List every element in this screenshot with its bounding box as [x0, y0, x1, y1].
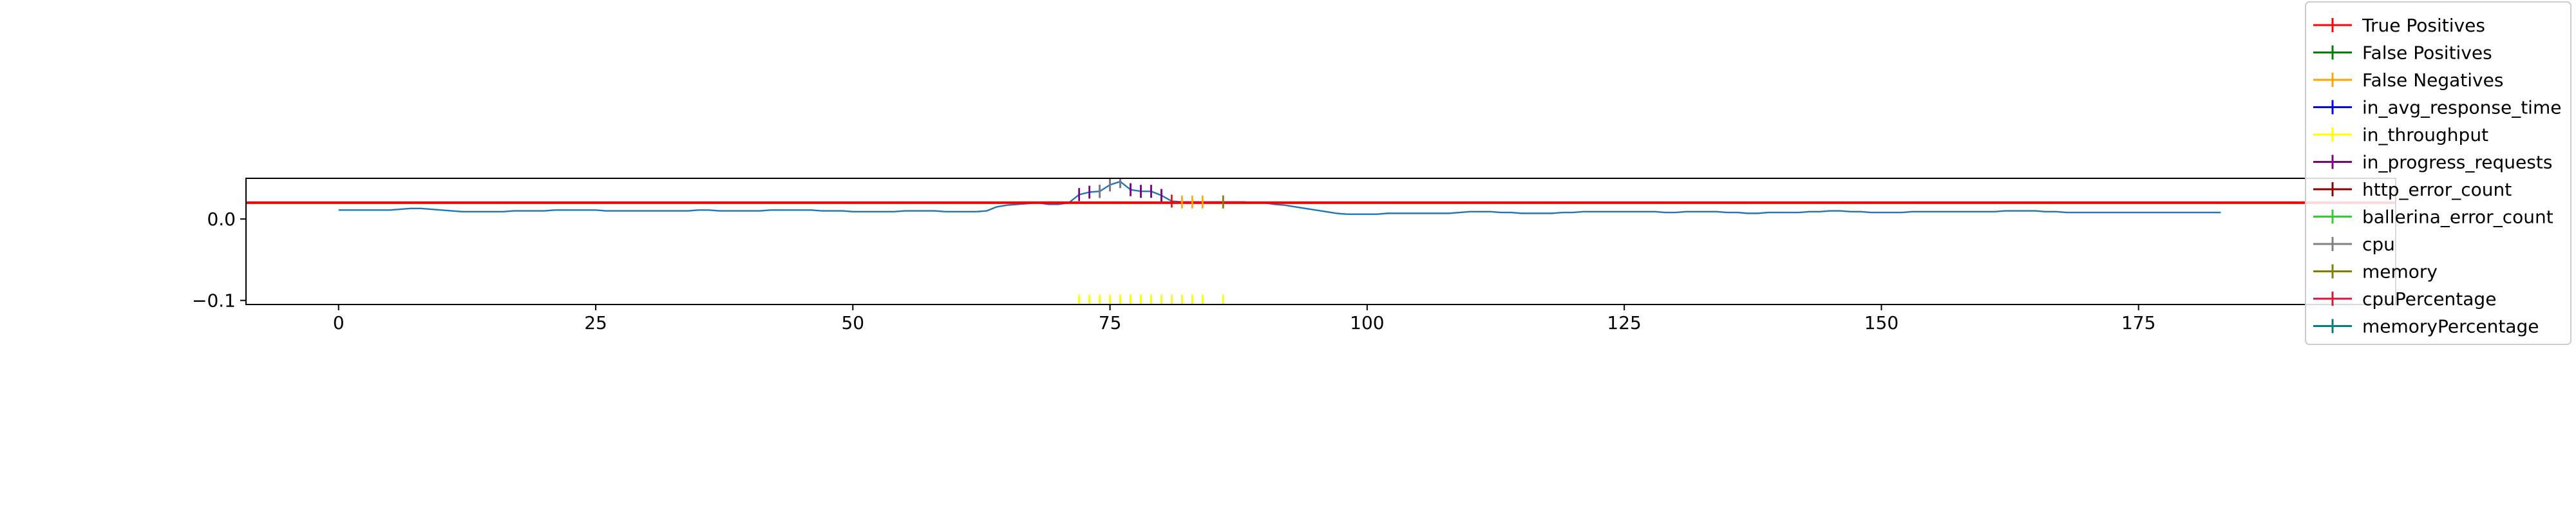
- legend-entry: False Negatives: [2313, 70, 2503, 91]
- legend-entry: in_throughput: [2313, 124, 2488, 145]
- legend-entry: in_progress_requests: [2313, 152, 2552, 173]
- data-layer: [246, 178, 2396, 304]
- legend-label: ballerina_error_count: [2362, 207, 2553, 228]
- x-tick-label: 0: [333, 312, 345, 333]
- y-tick-label: −0.1: [192, 290, 236, 312]
- legend-label: http_error_count: [2362, 179, 2512, 200]
- series-line-0: [338, 180, 2221, 215]
- x-tick-label: 125: [1607, 312, 1641, 333]
- x-tick-label: 175: [2121, 312, 2155, 333]
- legend-entry: ballerina_error_count: [2313, 207, 2553, 228]
- legend-entry: cpuPercentage: [2313, 288, 2496, 310]
- legend-label: cpuPercentage: [2362, 288, 2496, 310]
- legend: True Positives False Positives False Negat…: [2305, 1, 2571, 345]
- legend-entry: False Positives: [2313, 42, 2492, 64]
- x-tick-label: 150: [1864, 312, 1899, 333]
- legend-label: False Positives: [2362, 42, 2492, 64]
- plot-area: 0 25 50 75 100 125 150 175 0.0 −0.1: [192, 178, 2396, 333]
- legend-entry: memoryPercentage: [2313, 316, 2539, 337]
- legend-label: memoryPercentage: [2362, 316, 2539, 337]
- x-tick-label: 100: [1350, 312, 1384, 333]
- legend-entry: cpu: [2313, 234, 2395, 255]
- legend-label: False Negatives: [2362, 70, 2503, 91]
- legend-label: cpu: [2362, 234, 2395, 255]
- legend-label: in_avg_response_time: [2362, 97, 2561, 118]
- legend-entry: memory: [2313, 261, 2438, 283]
- x-tick-label: 25: [584, 312, 607, 333]
- legend-entry: http_error_count: [2313, 179, 2512, 200]
- y-tick-label: 0.0: [207, 209, 236, 230]
- legend-label: True Positives: [2362, 15, 2485, 36]
- legend-label: in_progress_requests: [2362, 152, 2552, 173]
- x-tick-label: 75: [1099, 312, 1122, 333]
- legend-entry: in_avg_response_time: [2313, 97, 2561, 118]
- legend-label: memory: [2362, 261, 2438, 283]
- legend-box: [2305, 1, 2571, 345]
- legend-entry: True Positives: [2313, 15, 2485, 36]
- x-tick-label: 50: [841, 312, 864, 333]
- legend-label: in_throughput: [2362, 124, 2488, 145]
